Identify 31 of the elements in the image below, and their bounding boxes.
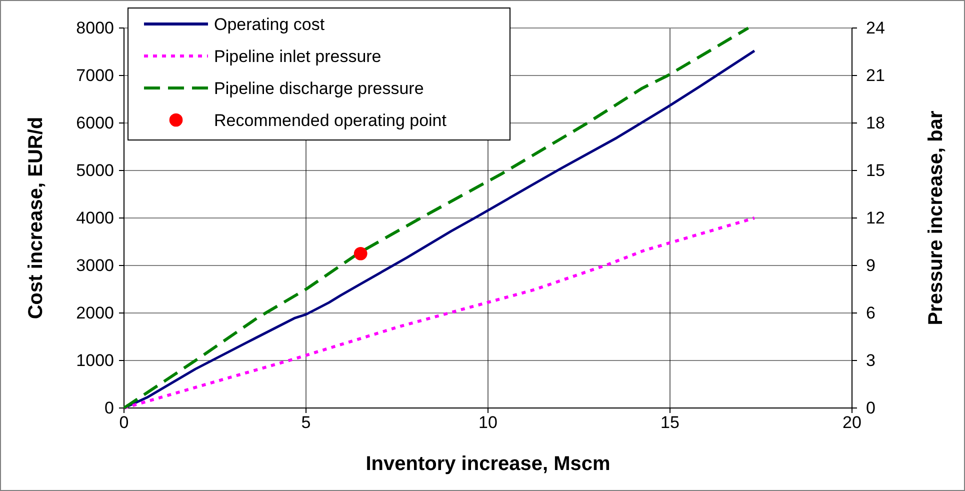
x-tick-label: 15 [660, 413, 680, 432]
y-tick-label: 6000 [76, 113, 114, 132]
y-tick-label: 8000 [76, 18, 114, 38]
y2-tick-label: 6 [866, 303, 876, 322]
y2-tick-label: 21 [866, 66, 885, 85]
legend-label: Operating cost [214, 15, 325, 34]
legend-label: Pipeline discharge pressure [214, 79, 424, 98]
y-tick-label: 2000 [76, 303, 114, 322]
y-tick-label: 3000 [76, 256, 114, 275]
x-tick-label: 0 [119, 413, 129, 432]
y2-tick-label: 24 [866, 18, 885, 38]
x-tick-label: 10 [478, 413, 498, 432]
y2-tick-label: 18 [866, 113, 885, 132]
y-tick-label: 1000 [76, 350, 114, 370]
legend-label: Recommended operating point [214, 111, 447, 130]
line-series [122, 216, 756, 410]
x-axis-title: Inventory increase, Mscm [366, 453, 610, 475]
y2-tick-label: 15 [866, 160, 885, 180]
y-tick-label: 0 [104, 398, 114, 418]
y2-axis-title: Pressure increase, bar [925, 110, 947, 326]
y-tick-label: 7000 [76, 66, 114, 85]
y-tick-label: 5000 [76, 160, 114, 180]
y-axis-title: Cost increase, EUR/d [25, 116, 47, 320]
y2-tick-label: 0 [866, 398, 876, 418]
legend-label: Pipeline inlet pressure [214, 47, 382, 66]
y2-tick-label: 3 [866, 350, 876, 370]
x-tick-label: 5 [301, 413, 311, 432]
x-tick-label: 20 [842, 413, 862, 432]
y2-tick-label: 9 [866, 256, 876, 275]
y-tick-label: 4000 [76, 208, 114, 228]
y2-tick-label: 12 [866, 208, 885, 228]
